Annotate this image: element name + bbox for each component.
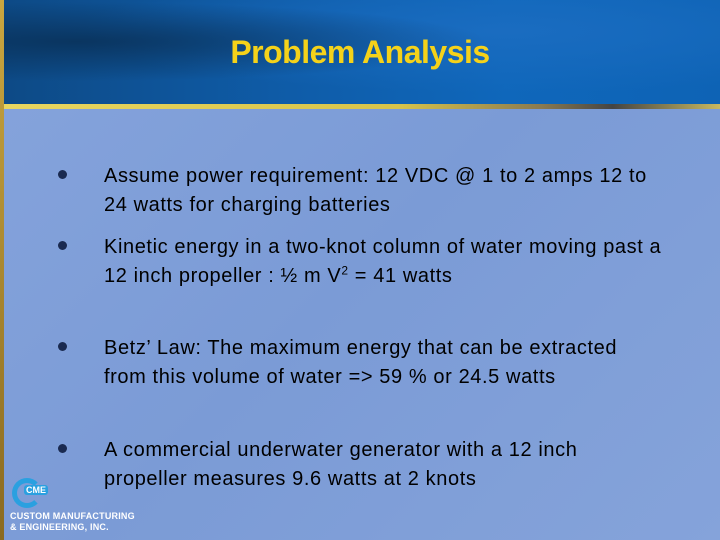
slide-title: Problem Analysis xyxy=(230,34,490,70)
logo-line-1: CUSTOM MANUFACTURING xyxy=(10,511,135,521)
bullet-text: Betz’ Law: The maximum energy that can b… xyxy=(104,337,618,388)
bullet-icon xyxy=(58,170,67,179)
header-band xyxy=(4,0,720,104)
header-divider xyxy=(4,104,720,109)
bullet-text: Kinetic energy in a two-knot column of w… xyxy=(104,233,664,291)
left-border xyxy=(0,0,4,540)
bullet-text-part: = 41 watts xyxy=(348,265,453,287)
bullet-text: A commercial underwater generator with a… xyxy=(104,439,578,490)
logo-mark-icon xyxy=(12,478,42,508)
bullet-icon xyxy=(58,444,67,453)
logo-line-2: & ENGINEERING, INC. xyxy=(10,522,109,532)
logo-letters: CME xyxy=(24,485,48,495)
bullet-icon xyxy=(58,342,67,351)
superscript: 2 xyxy=(341,263,349,278)
bullet-text-part: Kinetic energy in a two-knot column of w… xyxy=(104,236,662,287)
bullet-text: Assume power requirement: 12 VDC @ 1 to … xyxy=(104,165,647,216)
bullet-icon xyxy=(58,241,67,250)
